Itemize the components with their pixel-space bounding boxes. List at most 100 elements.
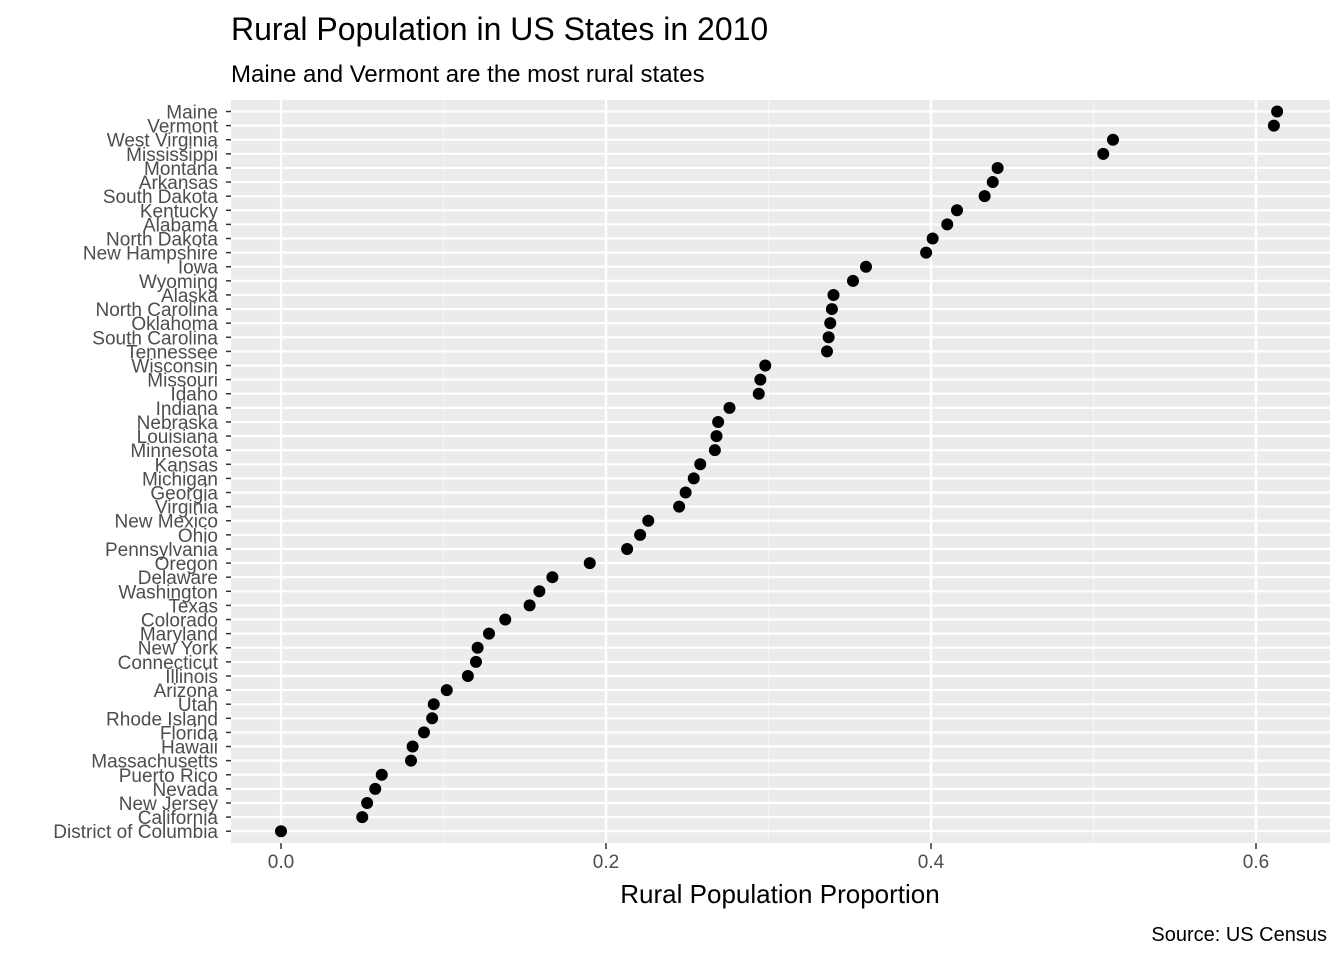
data-point — [941, 218, 954, 231]
y-tick-label: Washington — [118, 582, 218, 603]
caption: Source: US Census — [1151, 924, 1327, 946]
data-point — [405, 754, 417, 767]
data-point — [533, 585, 546, 598]
y-tick-label: North Dakota — [106, 230, 218, 251]
data-point — [418, 726, 430, 739]
y-tick-label: Colorado — [141, 611, 218, 632]
y-tick-label: Alaska — [161, 286, 218, 307]
data-point — [694, 458, 707, 471]
data-point — [461, 669, 474, 682]
data-point — [583, 557, 596, 570]
data-point — [369, 782, 382, 795]
y-tick-label: Massachusetts — [91, 752, 218, 773]
data-point — [679, 486, 692, 499]
data-point — [621, 542, 634, 555]
data-point — [1107, 133, 1119, 146]
data-point — [986, 176, 999, 189]
y-tick-label: Missouri — [147, 371, 218, 392]
x-tick-label: 0.0 — [268, 852, 294, 873]
data-point — [499, 613, 512, 626]
y-tick-label: New Mexico — [115, 512, 218, 533]
data-point — [634, 528, 647, 541]
y-tick-label: Georgia — [150, 484, 218, 505]
y-tick-label: Ohio — [178, 526, 218, 547]
data-point — [860, 260, 872, 273]
y-tick-label: New Jersey — [119, 794, 219, 815]
y-tick-label: Alabama — [143, 215, 218, 236]
y-tick-label: Iowa — [178, 258, 219, 279]
y-tick-label: Maryland — [140, 625, 218, 646]
data-point — [847, 274, 859, 287]
y-tick-label: Montana — [144, 159, 218, 180]
y-tick-label: Connecticut — [118, 653, 219, 674]
data-point — [483, 627, 495, 640]
data-point — [712, 415, 725, 428]
y-tick-label: Pennsylvania — [105, 540, 218, 561]
chart-subtitle: Maine and Vermont are the most rural sta… — [231, 61, 705, 88]
y-tick-label: North Carolina — [96, 300, 219, 321]
data-point — [546, 571, 559, 584]
data-point — [361, 796, 374, 809]
y-tick-label: Nevada — [153, 780, 219, 801]
data-point — [926, 232, 939, 245]
y-tick-label: Mississippi — [126, 145, 218, 166]
y-tick-label: Oklahoma — [131, 314, 218, 335]
data-point — [978, 190, 991, 203]
y-tick-label: Vermont — [147, 117, 218, 138]
y-tick-label: West Virginia — [107, 131, 219, 152]
data-point — [642, 514, 655, 527]
data-point — [275, 825, 287, 838]
data-point — [470, 655, 482, 668]
data-point — [1271, 105, 1284, 118]
y-tick-label: Oregon — [155, 554, 218, 575]
y-tick-label: Illinois — [165, 667, 218, 688]
grid — [231, 100, 1330, 843]
data-point — [920, 246, 933, 259]
y-tick-label: Michigan — [142, 469, 218, 490]
data-point — [825, 303, 838, 316]
y-tick-label: Puerto Rico — [119, 766, 218, 787]
x-axis-title: Rural Population Proportion — [620, 879, 939, 909]
data-point — [723, 401, 736, 414]
data-point — [752, 387, 765, 400]
y-tick-label: Nebraska — [137, 413, 219, 434]
data-point — [1267, 119, 1280, 132]
y-tick-label: Virginia — [155, 498, 218, 519]
y-tick-label: Louisiana — [137, 427, 219, 448]
y-tick-label: Wisconsin — [131, 357, 218, 378]
y-tick-label: Indiana — [156, 399, 219, 420]
data-point — [523, 599, 536, 612]
y-tick-label: Arkansas — [139, 173, 218, 194]
y-tick-label: Tennessee — [126, 342, 218, 363]
y-tick-label: Kansas — [155, 455, 218, 476]
y-tick-label: Minnesota — [130, 441, 218, 462]
x-tick-label: 0.2 — [593, 852, 619, 873]
data-point — [673, 500, 686, 513]
y-tick-label: Rhode Island — [106, 709, 218, 730]
data-point — [356, 811, 369, 824]
y-tick-label: New Hampshire — [83, 244, 218, 265]
x-tick-label: 0.4 — [918, 852, 945, 873]
y-tick-label: Maine — [166, 103, 218, 124]
y-tick-label: Arizona — [154, 681, 219, 702]
data-point — [440, 684, 453, 697]
data-point — [471, 641, 484, 654]
chart-title: Rural Population in US States in 2010 — [231, 11, 768, 47]
y-tick-label: South Dakota — [103, 187, 219, 208]
data-point — [687, 472, 700, 485]
data-point — [951, 204, 963, 217]
data-point — [822, 331, 835, 344]
y-tick-label: South Carolina — [92, 328, 218, 349]
x-axis: 0.0 0.2 0.4 0.6 — [268, 843, 1269, 873]
data-point — [406, 740, 419, 753]
data-point — [708, 444, 721, 457]
y-tick-label: Texas — [168, 596, 218, 617]
data-point — [710, 430, 723, 443]
data-point — [427, 698, 440, 711]
y-tick-label: Idaho — [170, 385, 218, 406]
y-tick-label: Florida — [160, 723, 219, 744]
data-point — [827, 288, 840, 301]
data-point — [824, 317, 837, 330]
